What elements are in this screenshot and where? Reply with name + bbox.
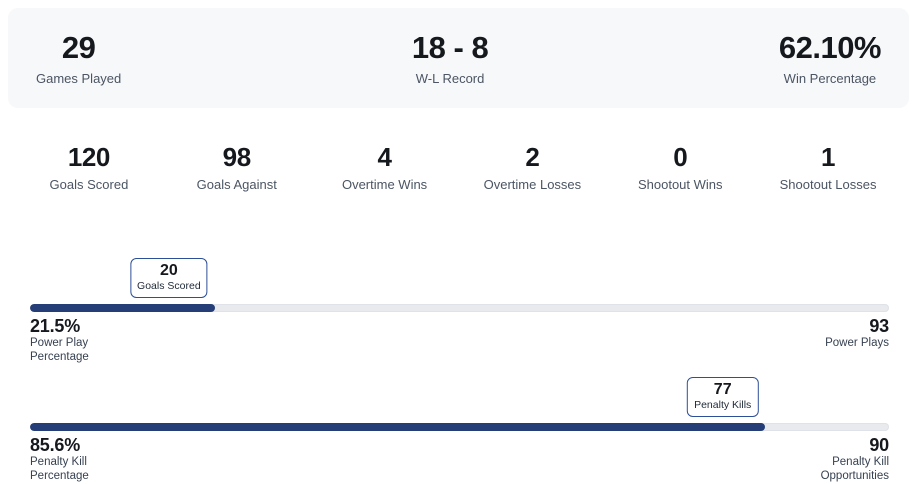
- total-label-line1: Power Plays: [825, 337, 889, 349]
- stat-label: Goals Against: [196, 177, 277, 192]
- stat-value: 120: [67, 142, 111, 172]
- stat-label: Shootout Wins: [637, 177, 723, 192]
- stat-value: 62.10%: [778, 29, 882, 65]
- total-label-line2: Opportunities: [820, 469, 889, 482]
- stat-goals-against: 98 Goals Against: [163, 142, 311, 192]
- stat-value: 2: [525, 142, 540, 172]
- bar-fill: [30, 423, 766, 431]
- marker-label: Goals Scored: [137, 280, 201, 292]
- progress-bar-track: [30, 423, 889, 431]
- percent-label-line2: Percentage: [30, 469, 89, 482]
- total-label-line1: Penalty Kill: [832, 456, 889, 468]
- stat-label: Games Played: [36, 70, 122, 86]
- percent-value: 85.6%: [30, 435, 81, 455]
- total-value: 90: [869, 435, 889, 455]
- stat-label: Overtime Wins: [341, 177, 428, 192]
- footer-right: 93 Power Plays: [825, 316, 889, 363]
- total-value: 93: [869, 316, 889, 336]
- stat-label: W-L Record: [415, 70, 485, 86]
- marker-row: 77 Penalty Kills: [30, 377, 889, 423]
- percent-label-line1: Power Play: [30, 337, 89, 349]
- marker-box: 77 Penalty Kills: [687, 377, 759, 417]
- stat-goals-scored: 120 Goals Scored: [15, 142, 163, 192]
- bar-footer: 21.5% Power Play Percentage 93 Power Pla…: [30, 316, 889, 363]
- progress-section-power-play: 20 Goals Scored 21.5% Power Play Percent…: [30, 258, 889, 363]
- marker-box: 20 Goals Scored: [130, 258, 208, 298]
- stat-label: Shootout Losses: [779, 177, 877, 192]
- summary-panel: 29 Games Played 18 - 8 W-L Record 62.10%…: [8, 8, 909, 108]
- percent-label-line2: Percentage: [30, 350, 89, 363]
- stat-value: 29: [61, 29, 96, 65]
- marker-value: 20: [159, 262, 178, 279]
- stat-label: Goals Scored: [49, 177, 129, 192]
- footer-right: 90 Penalty Kill Opportunities: [820, 435, 890, 482]
- stat-value: 98: [222, 142, 252, 172]
- bar-footer: 85.6% Penalty Kill Percentage 90 Penalty…: [30, 435, 889, 482]
- marker-label: Penalty Kills: [694, 399, 752, 411]
- progress-section-penalty-kill: 77 Penalty Kills 85.6% Penalty Kill Perc…: [30, 377, 889, 482]
- progress-bar-track: [30, 304, 889, 312]
- bar-fill: [30, 304, 215, 312]
- stat-label: Overtime Losses: [483, 177, 582, 192]
- stat-wl-record: 18 - 8 W-L Record: [411, 29, 489, 86]
- stat-value: 0: [673, 142, 688, 172]
- marker-value: 77: [713, 381, 732, 398]
- stat-overtime-wins: 4 Overtime Wins: [311, 142, 459, 192]
- stat-value: 1: [821, 142, 836, 172]
- stat-value: 4: [377, 142, 392, 172]
- stat-overtime-losses: 2 Overtime Losses: [458, 142, 606, 192]
- marker-row: 20 Goals Scored: [30, 258, 889, 304]
- stat-shootout-wins: 0 Shootout Wins: [606, 142, 754, 192]
- stat-shootout-losses: 1 Shootout Losses: [754, 142, 902, 192]
- secondary-stats-row: 120 Goals Scored 98 Goals Against 4 Over…: [0, 142, 917, 192]
- footer-left: 21.5% Power Play Percentage: [30, 316, 89, 363]
- stat-win-percentage: 62.10% Win Percentage: [778, 29, 882, 86]
- stat-value: 18 - 8: [411, 29, 489, 65]
- stat-games-played: 29 Games Played: [36, 29, 122, 86]
- stat-label: Win Percentage: [783, 70, 877, 86]
- percent-label-line1: Penalty Kill: [30, 456, 87, 468]
- footer-left: 85.6% Penalty Kill Percentage: [30, 435, 89, 482]
- percent-value: 21.5%: [30, 316, 81, 336]
